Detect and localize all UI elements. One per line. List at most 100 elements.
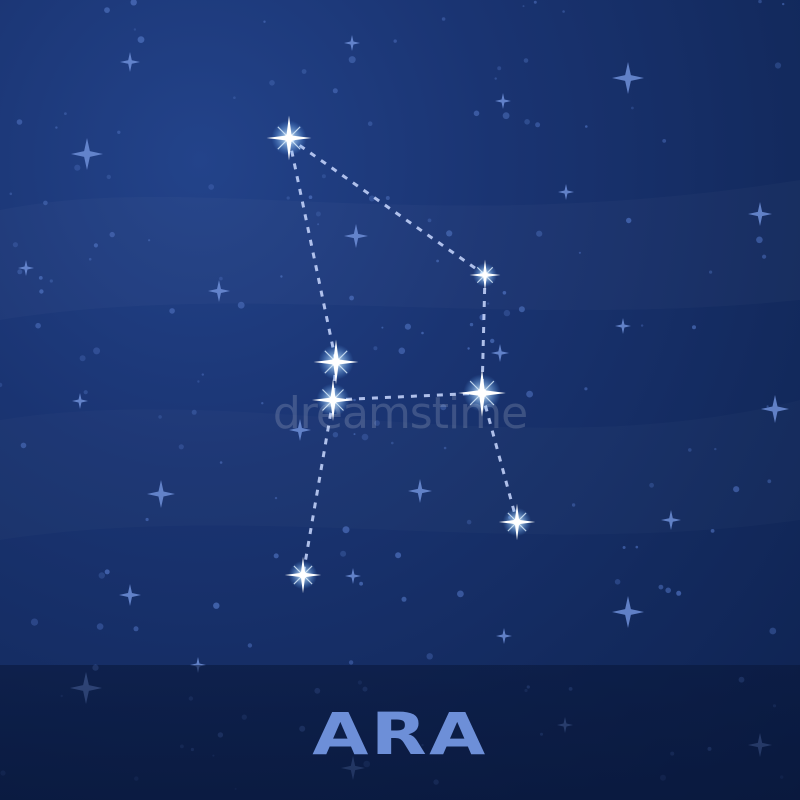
dust-dot (208, 184, 215, 190)
dust-dot (301, 69, 307, 74)
dust-dot (213, 602, 220, 609)
dust-dot (197, 380, 200, 383)
faint-star-icon (72, 393, 88, 409)
dust-dot (393, 39, 397, 43)
dust-dot (640, 324, 644, 327)
dust-dot (109, 231, 115, 238)
dust-dot (93, 243, 98, 248)
dust-dot (286, 196, 290, 200)
dust-dot (494, 77, 497, 80)
dust-dot (535, 122, 541, 128)
dust-dot (104, 7, 110, 13)
dust-dot (0, 382, 3, 388)
dust-dot (261, 402, 264, 405)
faint-star-icon (761, 395, 789, 423)
faint-star-icon (344, 224, 368, 248)
dust-dot (733, 486, 740, 493)
dust-dot (367, 121, 373, 126)
dust-dot (762, 254, 767, 259)
dust-dot (421, 331, 424, 335)
dust-dot (774, 62, 782, 69)
faint-star-icon (147, 480, 175, 508)
faint-star-icon (71, 138, 103, 170)
faint-star-icon (345, 568, 361, 584)
dust-dot (710, 529, 715, 533)
dust-dot (490, 338, 495, 344)
dust-dot (145, 517, 149, 522)
bright-star-icon (469, 259, 501, 291)
faint-star-icon (495, 93, 511, 109)
faint-star-icon (612, 596, 644, 628)
dust-dot (374, 420, 380, 426)
dust-dot (502, 112, 510, 120)
faint-star-icon (344, 35, 360, 51)
faint-star-icon (496, 628, 512, 644)
bright-star-icon (266, 115, 312, 161)
bright-star-icon (498, 503, 536, 541)
faint-star-icon (748, 202, 772, 226)
dust-dot (436, 259, 439, 263)
dust-dot (137, 36, 145, 43)
dust-dot (158, 415, 162, 419)
dust-dot (106, 174, 112, 180)
dust-dot (457, 590, 464, 598)
dust-dot (536, 230, 543, 237)
dust-dot (714, 447, 717, 451)
dust-dot (523, 58, 529, 63)
dust-dot (55, 126, 58, 129)
dust-dot (315, 211, 321, 217)
dust-dot (20, 442, 27, 449)
dust-dot (769, 627, 777, 635)
dust-dot (74, 164, 81, 171)
dust-dot (117, 130, 121, 134)
dust-dot (469, 322, 474, 327)
dust-dot (104, 569, 110, 575)
dust-dot (649, 482, 654, 488)
faint-star-icon (661, 510, 681, 530)
dust-dot (522, 5, 525, 8)
dust-dot (518, 306, 525, 313)
dust-dot (332, 88, 338, 94)
dust-dot (348, 660, 354, 665)
faint-star-icon (120, 52, 140, 72)
dust-dot (133, 626, 139, 632)
dust-dot (440, 404, 447, 411)
dust-dot (308, 195, 313, 199)
dust-dot (237, 301, 245, 309)
faint-star-icon (289, 419, 311, 441)
dust-dot (148, 239, 151, 242)
constellation-line (288, 136, 486, 277)
dust-dot (526, 390, 533, 398)
dust-dot (441, 17, 446, 21)
dust-dot (93, 347, 101, 355)
dust-dot (584, 387, 588, 391)
constellation-line (480, 392, 519, 523)
dust-dot (585, 125, 588, 128)
bright-star-icon (313, 339, 359, 385)
dust-dot (662, 139, 667, 143)
faint-star-icon (208, 280, 230, 302)
dust-dot (35, 322, 41, 329)
sky-wave (0, 180, 800, 320)
dust-dot (427, 218, 432, 223)
faint-star-icon (491, 344, 509, 362)
dust-dot (9, 192, 13, 196)
watermark: dreamstime (272, 388, 528, 439)
dust-dot (273, 553, 279, 559)
dust-dot (348, 56, 356, 64)
dust-dot (219, 461, 223, 464)
dust-dot (758, 0, 762, 4)
bright-star-icon (458, 369, 506, 417)
dust-dot (16, 119, 23, 125)
constellation-line (301, 399, 335, 576)
dust-dot (12, 242, 18, 248)
constellation-title: ARA (312, 700, 488, 768)
dust-dot (332, 432, 339, 438)
dust-dot (368, 195, 375, 202)
dust-dot (39, 289, 44, 294)
faint-star-icon (119, 584, 141, 606)
dust-dot (30, 618, 39, 626)
dust-dot (782, 2, 785, 6)
dust-dot (321, 174, 326, 179)
